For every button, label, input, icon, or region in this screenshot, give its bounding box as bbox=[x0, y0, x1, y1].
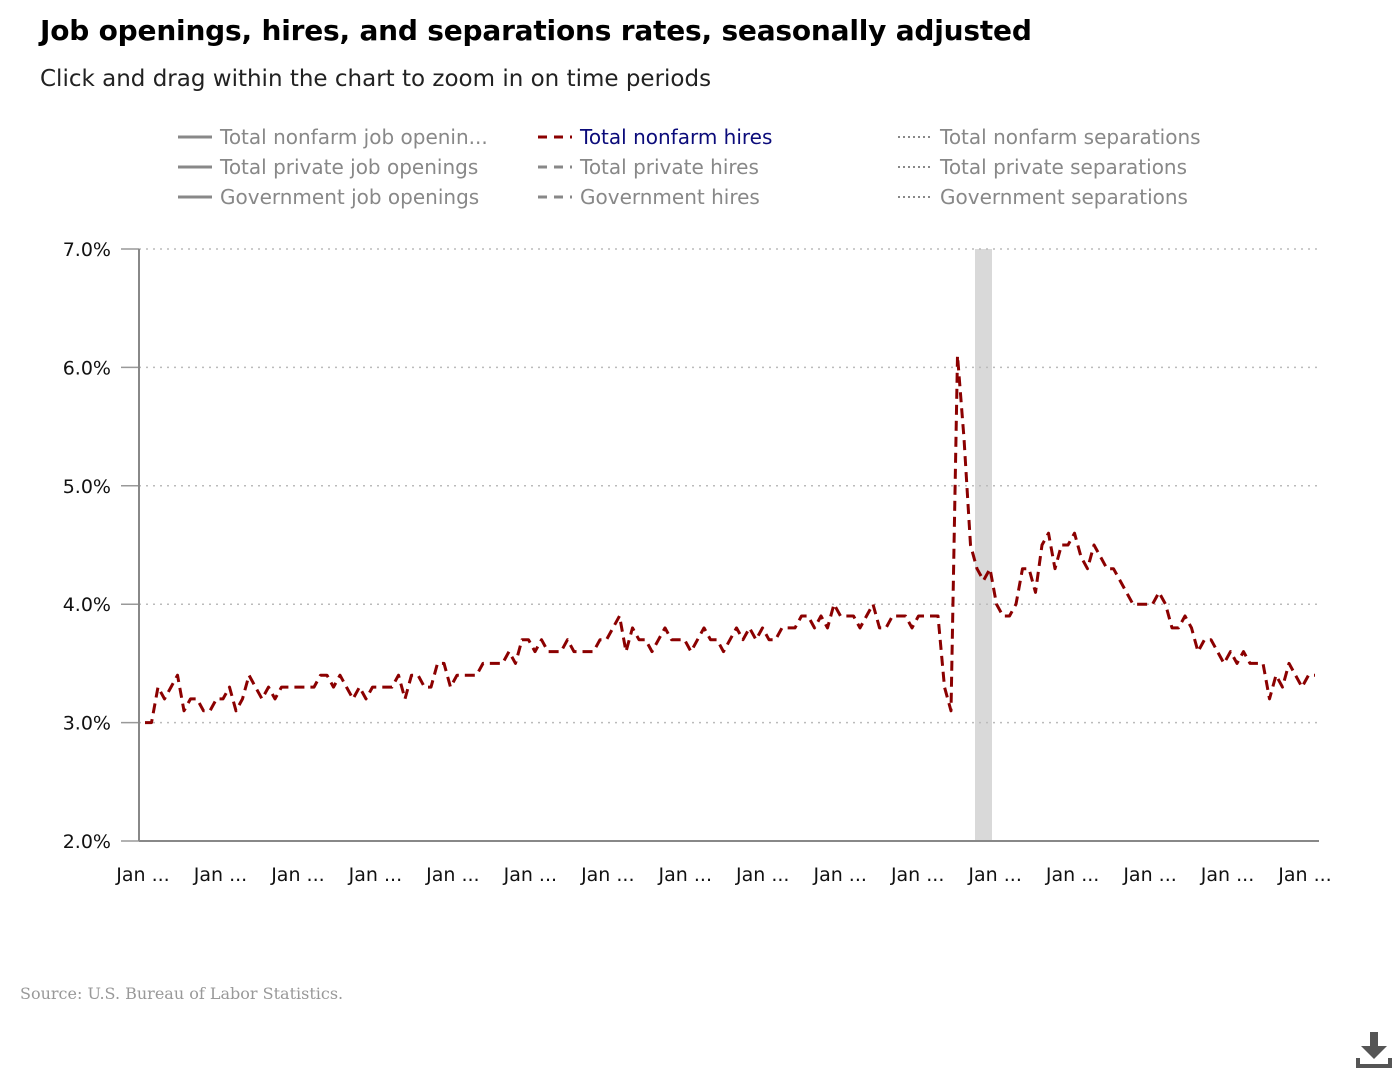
x-tick-label: Jan ... bbox=[812, 864, 866, 886]
y-tick-label: 4.0% bbox=[63, 594, 111, 616]
legend-item-total-nonfarm-separations[interactable]: Total nonfarm separations bbox=[898, 122, 1201, 152]
legend-label: Government job openings bbox=[220, 185, 480, 209]
y-tick-label: 3.0% bbox=[63, 713, 111, 735]
legend-label: Total nonfarm job openin... bbox=[220, 125, 488, 149]
x-tick-label: Jan ... bbox=[1277, 864, 1331, 886]
legend-item-government-job-openings[interactable]: Government job openings bbox=[178, 182, 479, 212]
legend-label: Total private hires bbox=[580, 155, 759, 179]
chart-title: Job openings, hires, and separations rat… bbox=[40, 14, 1032, 47]
source-note: Source: U.S. Bureau of Labor Statistics. bbox=[20, 984, 344, 1003]
legend-swatch-icon bbox=[178, 195, 212, 199]
legend-swatch-icon bbox=[538, 135, 572, 139]
chart-legend: Total nonfarm job openin... Total private… bbox=[178, 122, 1328, 218]
x-tick-label: Jan ... bbox=[890, 864, 944, 886]
legend-swatch-icon bbox=[898, 136, 932, 138]
x-tick-label: Jan ... bbox=[1200, 864, 1254, 886]
recession-band bbox=[975, 249, 992, 841]
chart-subtitle: Click and drag within the chart to zoom … bbox=[40, 66, 712, 92]
line-chart[interactable]: 2.0% 3.0% 4.0% 5.0% 6.0% 7.0% Jan ... Jan ... Ja… bbox=[0, 230, 1400, 910]
x-tick-label: Jan ... bbox=[1122, 864, 1176, 886]
x-tick-label: Jan ... bbox=[193, 864, 247, 886]
legend-label: Total private separations bbox=[940, 155, 1188, 179]
x-tick-label: Jan ... bbox=[503, 864, 557, 886]
y-tick-label: 2.0% bbox=[63, 831, 111, 853]
x-tick-label: Jan ... bbox=[425, 864, 479, 886]
legend-swatch-icon bbox=[178, 165, 212, 169]
y-tick-label: 5.0% bbox=[63, 476, 111, 498]
y-tick-label: 7.0% bbox=[63, 239, 111, 261]
legend-swatch-icon bbox=[538, 165, 572, 169]
series-line-total-nonfarm-hires[interactable] bbox=[145, 354, 1315, 725]
x-tick-label: Jan ... bbox=[658, 864, 712, 886]
legend-item-total-nonfarm-hires[interactable]: Total nonfarm hires bbox=[538, 122, 772, 152]
x-tick-label: Jan ... bbox=[1045, 864, 1099, 886]
x-tick-label: Jan ... bbox=[115, 864, 169, 886]
legend-label: Government hires bbox=[580, 185, 760, 209]
legend-item-government-separations[interactable]: Government separations bbox=[898, 182, 1188, 212]
legend-label: Government separations bbox=[940, 185, 1188, 209]
legend-label: Total private job openings bbox=[220, 155, 479, 179]
legend-item-total-nonfarm-job-openin[interactable]: Total nonfarm job openin... bbox=[178, 122, 488, 152]
x-tick-label: Jan ... bbox=[967, 864, 1021, 886]
x-tick-label: Jan ... bbox=[348, 864, 402, 886]
legend-label: Total nonfarm hires bbox=[580, 125, 773, 149]
legend-item-total-private-hires[interactable]: Total private hires bbox=[538, 152, 759, 182]
y-tick-label: 6.0% bbox=[63, 357, 111, 379]
x-tick-label: Jan ... bbox=[270, 864, 324, 886]
x-tick-label: Jan ... bbox=[735, 864, 789, 886]
download-icon[interactable] bbox=[1352, 1028, 1396, 1074]
legend-swatch-icon bbox=[178, 135, 212, 139]
legend-swatch-icon bbox=[898, 166, 932, 168]
legend-item-government-hires[interactable]: Government hires bbox=[538, 182, 760, 212]
legend-item-total-private-job-openings[interactable]: Total private job openings bbox=[178, 152, 478, 182]
legend-item-total-private-separations[interactable]: Total private separations bbox=[898, 152, 1187, 182]
legend-swatch-icon bbox=[898, 196, 932, 198]
legend-swatch-icon bbox=[538, 195, 572, 199]
legend-label: Total nonfarm separations bbox=[940, 125, 1201, 149]
x-tick-label: Jan ... bbox=[580, 864, 634, 886]
